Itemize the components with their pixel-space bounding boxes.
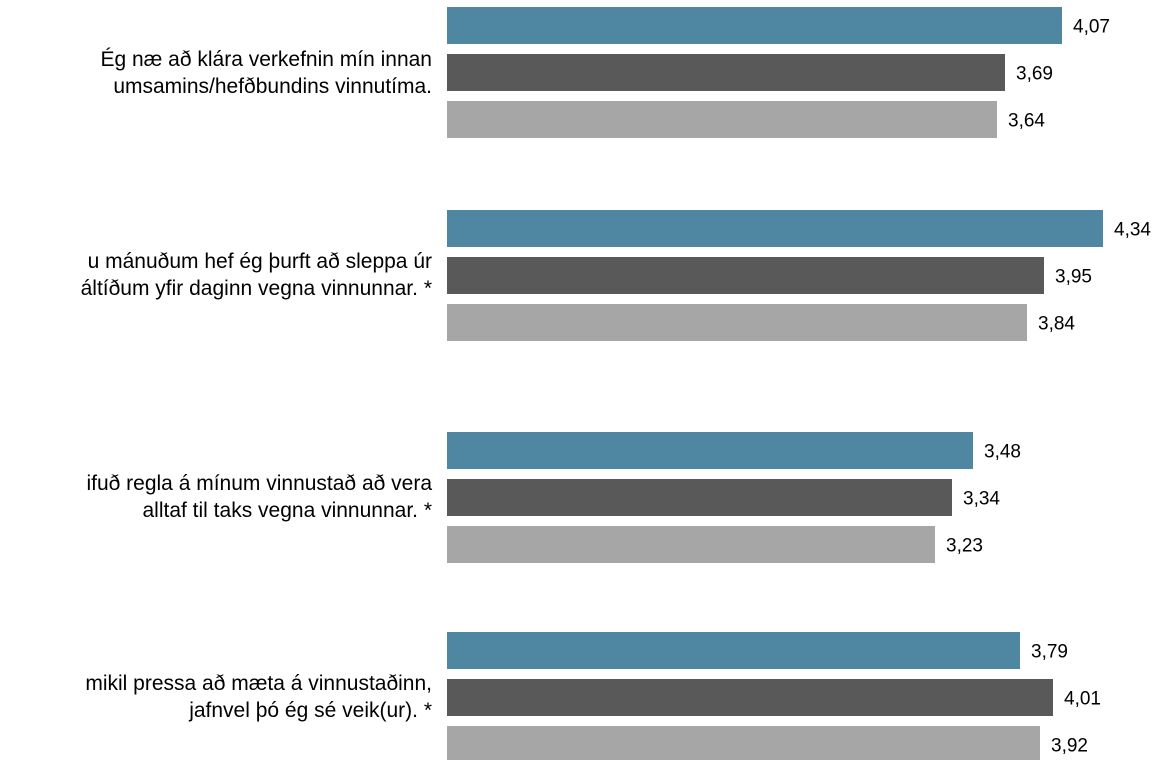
bar: [447, 432, 973, 469]
bar: [447, 304, 1027, 341]
bar: [447, 7, 1062, 44]
bar: [447, 101, 997, 138]
bar: [447, 526, 935, 563]
bar: [447, 679, 1053, 716]
category-label-line: Ég næ að klára verkefnin mín innan: [100, 48, 432, 71]
category-label: ifuð regla á mínum vinnustað að vera all…: [86, 470, 432, 524]
category-label: u mánuðum hef ég þurft að sleppa úr áltí…: [81, 248, 432, 302]
category-label-line: alltaf til taks vegna vinnunnar. *: [142, 499, 432, 522]
bar-value-label: 4,01: [1064, 689, 1101, 710]
category-label-line: mikil pressa að mæta á vinnustaðinn,: [85, 672, 432, 695]
category-label-line: ifuð regla á mínum vinnustað að vera: [86, 472, 432, 495]
bar-value-label: 3,92: [1051, 736, 1088, 757]
bar-value-label: 3,34: [963, 489, 1000, 510]
bar-value-label: 3,64: [1008, 111, 1045, 132]
bar: [447, 210, 1103, 247]
bar: [447, 479, 952, 516]
bar: [447, 632, 1020, 669]
bar: [447, 257, 1044, 294]
category-label-line: u mánuðum hef ég þurft að sleppa úr: [87, 250, 432, 273]
category-label-line: áltíðum yfir daginn vegna vinnunnar. *: [80, 277, 432, 300]
bar: [447, 54, 1005, 91]
category-label: Ég næ að klára verkefnin mín innan umsam…: [100, 46, 432, 100]
bar-value-label: 3,48: [984, 442, 1021, 463]
bar-value-label: 3,23: [946, 536, 983, 557]
bar-value-label: 3,79: [1031, 642, 1068, 663]
bar: [447, 726, 1040, 760]
bar-value-label: 3,84: [1038, 314, 1075, 335]
bar-value-label: 4,07: [1073, 17, 1110, 38]
bar-value-label: 3,69: [1016, 64, 1053, 85]
bar-value-label: 3,95: [1055, 267, 1092, 288]
bar-value-label: 4,34: [1114, 220, 1151, 241]
category-label: mikil pressa að mæta á vinnustaðinn, jaf…: [85, 670, 432, 724]
category-label-line: umsamins/hefðbundins vinnutíma.: [113, 75, 432, 98]
category-label-line: jafnvel þó ég sé veik(ur). *: [189, 699, 432, 722]
